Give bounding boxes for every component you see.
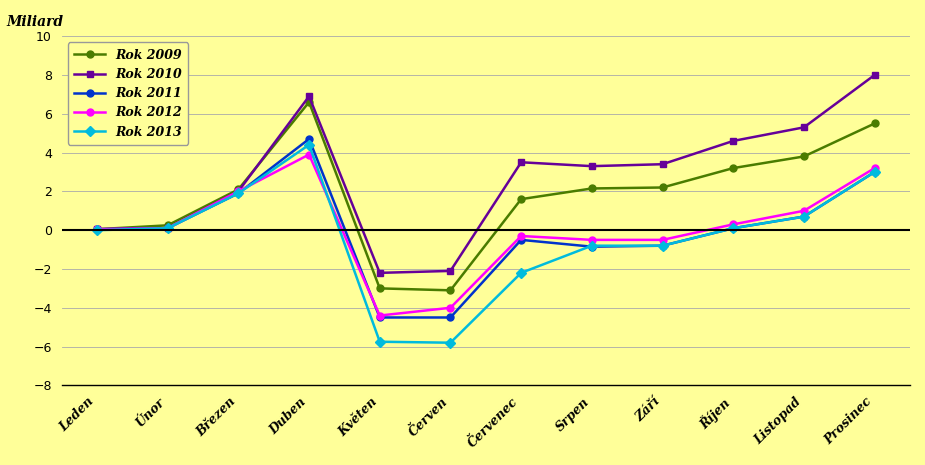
Rok 2011 bbox=[303, 136, 315, 142]
Rok 2010 bbox=[162, 226, 173, 231]
Rok 2011 bbox=[728, 226, 739, 231]
Line: Rok 2011: Rok 2011 bbox=[93, 135, 878, 321]
Rok 2013 bbox=[798, 214, 809, 219]
Rok 2012 bbox=[870, 165, 881, 171]
Rok 2009 bbox=[233, 186, 244, 192]
Rok 2013 bbox=[445, 340, 456, 345]
Rok 2011 bbox=[515, 237, 526, 243]
Rok 2013 bbox=[233, 191, 244, 196]
Line: Rok 2010: Rok 2010 bbox=[93, 72, 878, 276]
Rok 2011 bbox=[162, 226, 173, 231]
Rok 2012 bbox=[798, 208, 809, 213]
Rok 2010 bbox=[870, 72, 881, 78]
Rok 2012 bbox=[162, 226, 173, 231]
Rok 2011 bbox=[92, 226, 103, 232]
Rok 2013 bbox=[657, 243, 668, 248]
Rok 2011 bbox=[657, 243, 668, 248]
Rok 2011 bbox=[233, 191, 244, 196]
Rok 2010 bbox=[92, 226, 103, 232]
Rok 2012 bbox=[728, 221, 739, 227]
Rok 2009 bbox=[798, 153, 809, 159]
Rok 2009 bbox=[162, 223, 173, 228]
Rok 2009 bbox=[375, 286, 386, 291]
Rok 2012 bbox=[445, 305, 456, 311]
Rok 2012 bbox=[92, 226, 103, 232]
Rok 2010 bbox=[515, 159, 526, 165]
Rok 2013 bbox=[870, 169, 881, 175]
Rok 2009 bbox=[445, 287, 456, 293]
Rok 2012 bbox=[515, 233, 526, 239]
Rok 2009 bbox=[728, 165, 739, 171]
Line: Rok 2012: Rok 2012 bbox=[93, 151, 878, 319]
Rok 2010 bbox=[586, 163, 598, 169]
Rok 2010 bbox=[233, 189, 244, 194]
Rok 2010 bbox=[657, 161, 668, 167]
Rok 2009 bbox=[515, 196, 526, 202]
Rok 2013 bbox=[586, 243, 598, 248]
Rok 2012 bbox=[375, 313, 386, 319]
Rok 2009 bbox=[303, 100, 315, 105]
Line: Rok 2009: Rok 2009 bbox=[93, 99, 878, 294]
Legend: Rok 2009, Rok 2010, Rok 2011, Rok 2012, Rok 2013: Rok 2009, Rok 2010, Rok 2011, Rok 2012, … bbox=[68, 42, 189, 145]
Rok 2011 bbox=[375, 315, 386, 320]
Rok 2013 bbox=[303, 142, 315, 147]
Rok 2010 bbox=[728, 138, 739, 144]
Rok 2013 bbox=[515, 270, 526, 276]
Rok 2012 bbox=[586, 237, 598, 243]
Rok 2010 bbox=[303, 93, 315, 99]
Rok 2013 bbox=[375, 339, 386, 345]
Rok 2013 bbox=[162, 226, 173, 231]
Rok 2009 bbox=[870, 121, 881, 126]
Rok 2011 bbox=[586, 244, 598, 249]
Rok 2009 bbox=[92, 226, 103, 232]
Rok 2009 bbox=[586, 186, 598, 191]
Rok 2010 bbox=[445, 268, 456, 274]
Text: Miliard: Miliard bbox=[6, 15, 64, 29]
Rok 2011 bbox=[870, 169, 881, 175]
Rok 2010 bbox=[375, 270, 386, 276]
Rok 2012 bbox=[657, 237, 668, 243]
Line: Rok 2013: Rok 2013 bbox=[93, 141, 878, 346]
Rok 2010 bbox=[798, 125, 809, 130]
Rok 2012 bbox=[233, 189, 244, 194]
Rok 2011 bbox=[798, 214, 809, 219]
Rok 2012 bbox=[303, 152, 315, 157]
Rok 2013 bbox=[728, 226, 739, 231]
Rok 2013 bbox=[92, 227, 103, 233]
Rok 2009 bbox=[657, 185, 668, 190]
Rok 2011 bbox=[445, 315, 456, 320]
